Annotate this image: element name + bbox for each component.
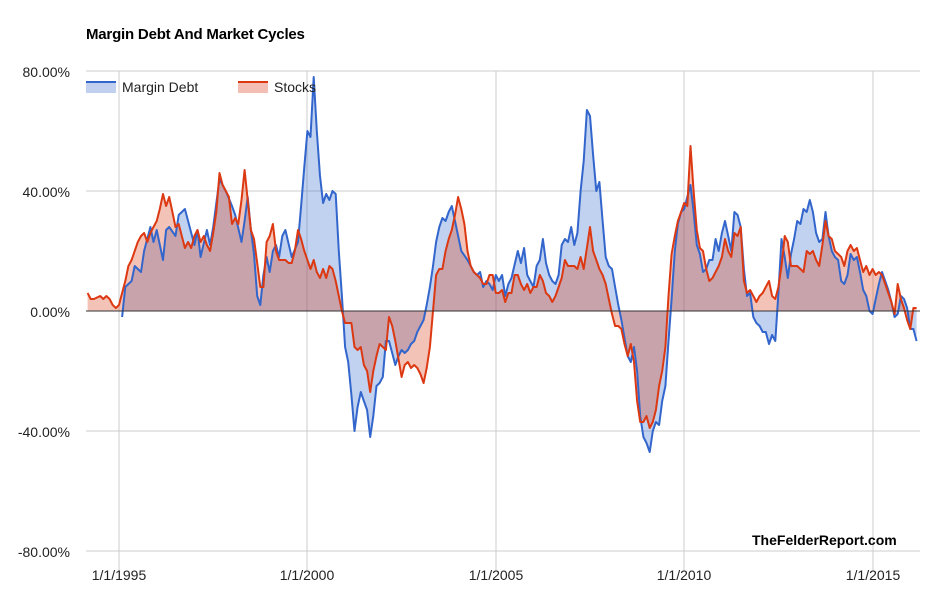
x-tick-label: 1/1/2015 xyxy=(845,567,901,583)
x-tick-label: 1/1/1995 xyxy=(91,567,147,583)
y-tick-label: 0.00% xyxy=(30,304,70,320)
y-tick-label: -80.00% xyxy=(17,544,70,560)
x-tick-label: 1/1/2010 xyxy=(656,567,712,583)
y-tick-label: 40.00% xyxy=(22,184,70,200)
y-tick-label: 80.00% xyxy=(22,64,70,80)
watermark: TheFelderReport.com xyxy=(752,532,897,548)
legend-label: Margin Debt xyxy=(122,79,199,95)
legend-swatch-icon xyxy=(86,81,116,93)
legend-item-stocks[interactable]: Stocks xyxy=(238,79,316,95)
legend-swatch-icon xyxy=(238,81,268,93)
legend-label: Stocks xyxy=(274,79,317,95)
chart-title: Margin Debt And Market Cycles xyxy=(86,26,305,43)
y-tick-label: -40.00% xyxy=(17,424,70,440)
legend-item-margin-debt[interactable]: Margin Debt xyxy=(86,79,198,95)
x-tick-label: 1/1/2005 xyxy=(468,567,524,583)
x-tick-label: 1/1/2000 xyxy=(279,567,335,583)
